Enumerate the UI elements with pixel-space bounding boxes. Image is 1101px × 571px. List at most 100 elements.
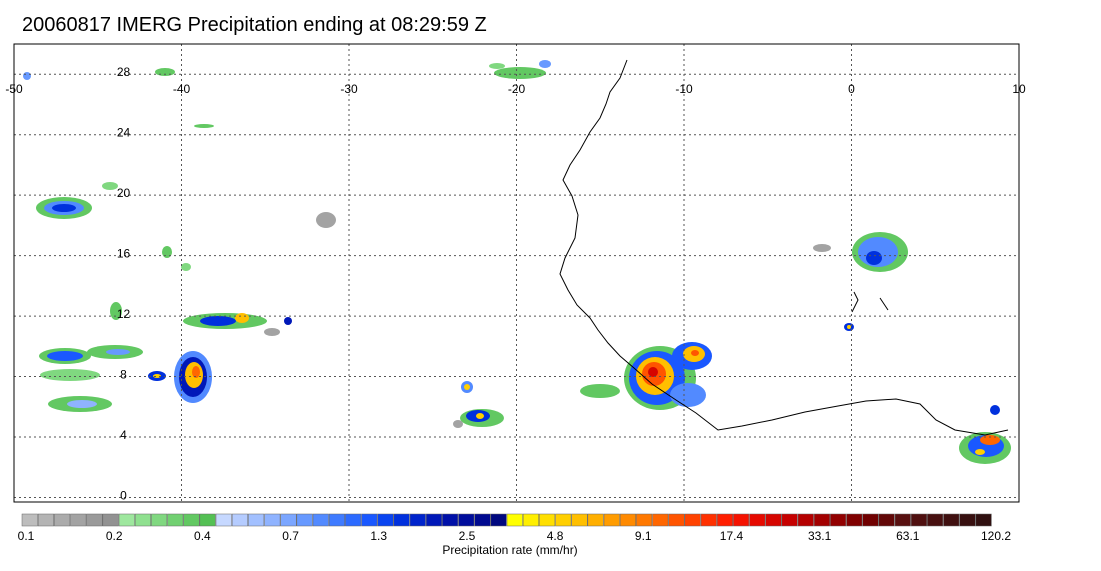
colorbar-tick-label: 17.4	[720, 529, 744, 543]
precip-cell-2E-16N	[813, 232, 908, 331]
colorbar-swatch	[830, 513, 847, 527]
gridlines	[13, 44, 1020, 502]
precip-cell-39W-8N	[148, 351, 212, 403]
colorbar-swatch	[151, 513, 168, 527]
colorbar-swatch	[102, 513, 119, 527]
colorbar-swatch	[813, 513, 830, 527]
colorbar-swatch	[183, 513, 200, 527]
lon-tick-label: -40	[173, 82, 191, 96]
colorbar-swatch	[231, 513, 248, 527]
colorbar-swatch	[652, 513, 669, 527]
colorbar-swatch	[118, 513, 135, 527]
colorbar-swatch	[571, 513, 588, 527]
lon-tick-label: 0	[848, 82, 855, 96]
colorbar-swatch	[264, 513, 281, 527]
lat-tick-label: 8	[120, 368, 127, 382]
colorbar-swatch	[490, 513, 507, 527]
map-frame	[13, 43, 1020, 503]
colorbar-swatch	[54, 513, 71, 527]
precip-cell-west-10N	[39, 345, 143, 412]
colorbar-swatch	[765, 513, 782, 527]
precip-cell-small-west	[23, 68, 336, 271]
lat-tick-label: 12	[117, 307, 131, 321]
colorbar-tick-label: 0.1	[18, 529, 35, 543]
lon-tick-label: -20	[508, 82, 526, 96]
colorbar-swatch	[86, 513, 103, 527]
colorbar-swatch	[539, 513, 556, 527]
colorbar-swatch	[749, 513, 766, 527]
lat-tick-label: 16	[117, 247, 131, 261]
precip-cell-west-20N	[36, 197, 92, 219]
colorbar-tick-label: 0.7	[282, 529, 299, 543]
lon-tick-label: -50	[5, 82, 23, 96]
colorbar-swatch	[442, 513, 459, 527]
colorbar-tick-label: 4.8	[547, 529, 564, 543]
longitude-labels: -50 -40 -30 -20 -10 0 10	[5, 82, 1026, 96]
colorbar-swatch	[248, 513, 265, 527]
colorbar-swatch	[215, 513, 232, 527]
colorbar-swatch	[733, 513, 750, 527]
lat-tick-label: 20	[117, 186, 131, 200]
colorbar-tick-label: 120.2	[981, 529, 1011, 543]
colorbar-swatch	[975, 513, 992, 527]
map-title: 20060817 IMERG Precipitation ending at 0…	[22, 14, 487, 36]
colorbar-swatch	[700, 513, 717, 527]
lon-tick-label: 10	[1012, 82, 1026, 96]
colorbar-swatch	[199, 513, 216, 527]
colorbar-swatch	[943, 513, 960, 527]
colorbar-swatch	[21, 513, 38, 527]
precip-cell-37W-12N	[110, 302, 292, 336]
colorbar-swatch	[684, 513, 701, 527]
colorbar-swatch	[797, 513, 814, 527]
colorbar-swatch	[474, 513, 491, 527]
colorbar-swatch	[587, 513, 604, 527]
colorbar-swatch	[167, 513, 184, 527]
latitude-labels: 0 4 8 12 16 20 24 28	[117, 65, 131, 502]
colorbar-swatch	[927, 513, 944, 527]
precip-cell-20W-28N	[489, 60, 551, 79]
colorbar-swatch	[910, 513, 927, 527]
colorbar-swatch	[37, 513, 54, 527]
colorbar-swatch	[280, 513, 297, 527]
precipitation-cells	[23, 60, 1011, 464]
lat-tick-label: 4	[120, 428, 127, 442]
colorbar-swatch	[393, 513, 410, 527]
colorbar-tick-label: 63.1	[896, 529, 920, 543]
lon-tick-label: -10	[675, 82, 693, 96]
colorbar-tick-label: 2.5	[459, 529, 476, 543]
colorbar-swatch	[296, 513, 313, 527]
colorbar-swatch	[862, 513, 879, 527]
colorbar-swatch	[134, 513, 151, 527]
colorbar-swatch	[716, 513, 733, 527]
colorbar-swatch	[668, 513, 685, 527]
lon-tick-label: -30	[340, 82, 358, 96]
colorbar-label: Precipitation rate (mm/hr)	[442, 543, 578, 557]
colorbar-swatch	[603, 513, 620, 527]
lat-tick-label: 24	[117, 126, 131, 140]
colorbar-swatch	[70, 513, 87, 527]
colorbar-swatch	[846, 513, 863, 527]
colorbar-tick-label: 33.1	[808, 529, 832, 543]
lat-tick-label: 0	[120, 488, 127, 502]
colorbar-swatch	[781, 513, 798, 527]
colorbar-swatch	[361, 513, 378, 527]
colorbar-swatch	[878, 513, 895, 527]
coastline	[559, 59, 1009, 436]
colorbar-swatch	[458, 513, 475, 527]
colorbar-tick-labels: 0.1 0.2 0.4 0.7 1.3 2.5 4.8 9.1 17.4 33.1 63.1 120.…	[18, 529, 1012, 543]
colorbar-swatch	[555, 513, 572, 527]
colorbar-swatch	[522, 513, 539, 527]
colorbar-tick-label: 1.3	[370, 529, 387, 543]
colorbar-tick-label: 0.2	[106, 529, 123, 543]
colorbar-swatch	[425, 513, 442, 527]
colorbar-swatch	[377, 513, 394, 527]
colorbar-swatch	[894, 513, 911, 527]
colorbar-swatch	[312, 513, 329, 527]
colorbar-swatch	[328, 513, 345, 527]
colorbar-tick-label: 0.4	[194, 529, 211, 543]
colorbar-tick-label: 9.1	[635, 529, 652, 543]
colorbar-swatch	[959, 513, 976, 527]
colorbar-swatch	[345, 513, 362, 527]
colorbar-swatch	[619, 513, 636, 527]
